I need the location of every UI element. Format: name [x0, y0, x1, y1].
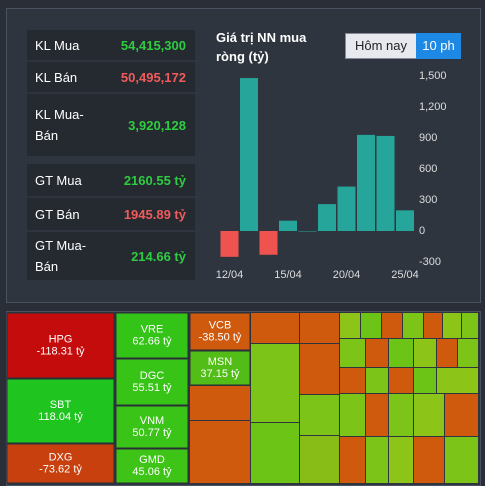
cell-value: 37.15 tỷ	[200, 368, 240, 380]
stat-row: GT Mua 2160.55 tỷ	[27, 164, 195, 196]
cell-box	[115, 405, 189, 449]
stat-value: 3,920,128	[128, 117, 186, 133]
cell-name: SBT	[50, 399, 72, 411]
x-tick-label: 20/04	[333, 269, 361, 281]
cell-box	[6, 312, 115, 379]
stat-label: GT Bán	[35, 206, 80, 222]
bar	[396, 210, 414, 231]
bar	[259, 231, 278, 255]
cell-value: 55.51 tỷ	[132, 382, 172, 394]
cell-box	[6, 378, 115, 444]
cell-value: -118.31 tỷ	[36, 345, 85, 357]
cell-box	[189, 312, 251, 351]
treemap-mosaic	[190, 313, 478, 483]
stat-row: GT Mua-Bán 214.66 tỷ	[27, 232, 195, 280]
stat-row: KL Mua-Bán 3,920,128	[27, 94, 195, 156]
cell-name: DXG	[49, 451, 73, 463]
stat-row: GT Bán 1945.89 tỷ	[27, 198, 195, 230]
stat-label: KL Bán	[35, 69, 78, 85]
treemap-cell: VCB-38.50 tỷ	[189, 312, 251, 351]
stat-row: KL Bán 50,495,172	[27, 62, 195, 92]
cell-value: 50.77 tỷ	[132, 427, 172, 439]
chart-title: Giá trị NN mua ròng (tỷ)	[216, 30, 307, 64]
cell-box	[115, 448, 189, 484]
stat-value: 50,495,172	[120, 69, 186, 85]
y-tick-label: 0	[419, 225, 425, 237]
cell-name: HPG	[49, 333, 73, 345]
bar	[318, 204, 336, 231]
cell-name: VCB	[209, 319, 232, 331]
cell-name: MSN	[208, 356, 233, 368]
x-tick-label: 12/04	[216, 269, 244, 281]
y-tick-label: 1,500	[419, 70, 447, 82]
x-tick-label: 25/04	[391, 269, 419, 281]
cell-name: VRE	[141, 323, 164, 335]
cell-box	[189, 350, 251, 386]
button[interactable]: Hôm nay	[345, 33, 417, 59]
cell-value: 62.66 tỷ	[132, 335, 172, 347]
treemap-cell: HPG-118.31 tỷ	[6, 312, 115, 379]
stat-value: 1945.89 tỷ	[123, 206, 186, 222]
cell-value: 118.04 tỷ	[38, 411, 83, 423]
y-tick-label: -300	[419, 256, 441, 268]
cell-name: DGC	[140, 370, 165, 382]
cell-name: GMD	[139, 454, 165, 466]
x-tick-label: 15/04	[274, 269, 302, 281]
stat-value: 214.66 tỷ	[131, 248, 186, 264]
cell-value: -38.50 tỷ	[199, 331, 242, 343]
bar	[298, 231, 317, 232]
y-tick-label: 300	[419, 194, 437, 206]
stat-label: GT Mua-Bán	[35, 238, 87, 274]
bar	[220, 231, 239, 257]
button-active[interactable]: 10 ph	[416, 33, 461, 59]
bar	[337, 186, 356, 231]
stat-label: GT Mua	[35, 172, 82, 188]
stat-label: KL Mua	[35, 37, 80, 53]
cell-box	[115, 358, 189, 406]
cell-value: 45.06 tỷ	[132, 466, 172, 478]
cell-name: VNM	[140, 415, 164, 427]
stat-label: KL Mua-Bán	[35, 107, 84, 143]
bar	[357, 134, 375, 231]
bar	[376, 135, 395, 231]
stat-value: 54,415,300	[120, 37, 186, 53]
treemap-cell: DXG-73.62 tỷ	[6, 443, 115, 484]
bar	[279, 220, 297, 231]
y-tick-label: 1,200	[419, 101, 447, 113]
cell-box	[6, 443, 115, 484]
y-tick-label: 600	[419, 163, 437, 175]
cell-box	[115, 312, 189, 359]
stat-row: KL Mua 54,415,300	[27, 30, 195, 60]
bar	[240, 78, 258, 231]
stat-value: 2160.55 tỷ	[123, 172, 186, 188]
y-tick-label: 900	[419, 132, 437, 144]
cell-value: -73.62 tỷ	[39, 463, 82, 475]
